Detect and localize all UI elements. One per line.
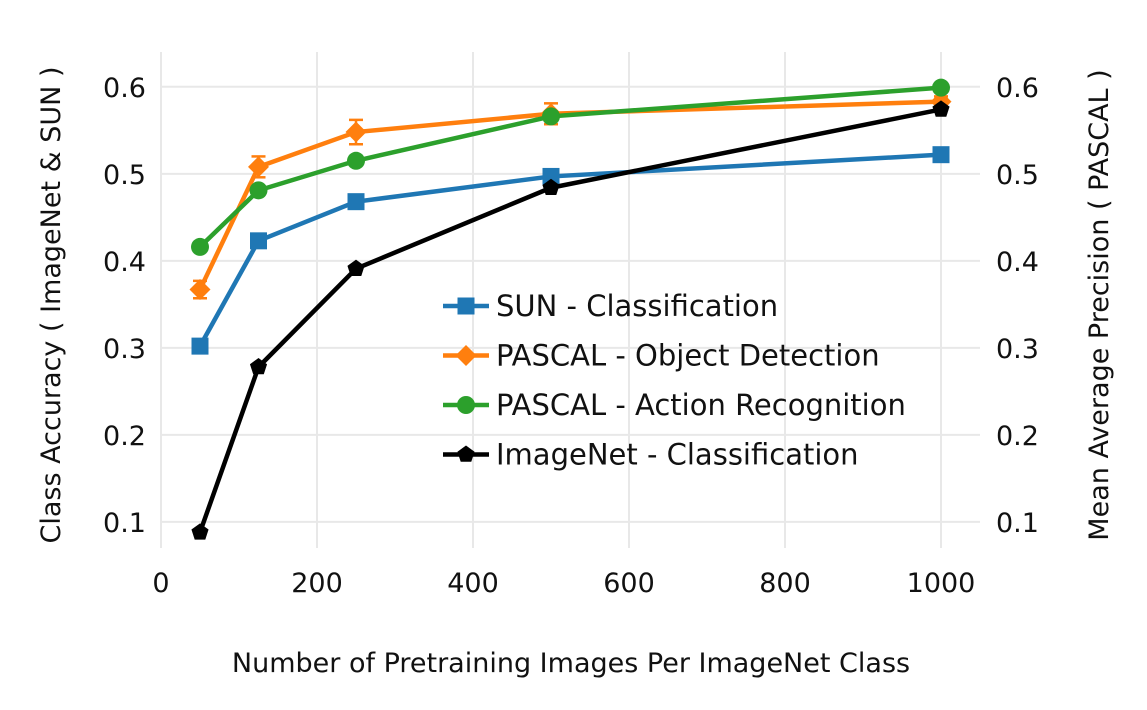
legend-label: PASCAL - Object Detection (496, 339, 880, 373)
data-point (347, 259, 365, 276)
legend-item: PASCAL - Action Recognition (443, 388, 906, 422)
legend-swatch-marker (457, 396, 475, 414)
data-point (191, 523, 209, 540)
y-left-tick-labels: 0.1 0.2 0.3 0.4 0.5 0.6 (103, 73, 146, 539)
y-right-tick-label: 0.1 (996, 508, 1039, 539)
series-layer (189, 78, 952, 540)
data-point (542, 167, 560, 185)
y-left-tick-label: 0.1 (103, 508, 146, 539)
data-point (189, 279, 211, 301)
data-point (249, 181, 268, 200)
series-pascal-action-recognition (191, 78, 950, 256)
legend-swatch-marker (457, 297, 475, 315)
x-tick-label: 0 (152, 568, 169, 599)
legend-swatch-marker (457, 445, 475, 462)
y-left-tick-label: 0.4 (103, 247, 146, 278)
x-tick-label: 600 (603, 568, 655, 599)
y-right-tick-label: 0.6 (996, 73, 1039, 104)
x-tick-label: 800 (759, 568, 811, 599)
data-point (347, 193, 365, 211)
series-imagenet-classification (191, 100, 950, 540)
y-right-axis-label: Mean Average Precision ( PASCAL ) (1084, 69, 1115, 540)
data-point (191, 337, 209, 355)
legend-item: ImageNet - Classification (443, 438, 859, 472)
x-tick-label: 200 (291, 568, 343, 599)
legend-item: SUN - Classification (443, 289, 778, 323)
data-point (932, 146, 950, 164)
y-left-tick-label: 0.6 (103, 73, 146, 104)
legend: SUN - Classification PASCAL - Object Dete… (443, 289, 906, 472)
series-pascal-object-detection (189, 91, 952, 301)
legend-label: ImageNet - Classification (496, 438, 859, 472)
legend-label: PASCAL - Action Recognition (496, 388, 906, 422)
data-point (250, 232, 267, 250)
data-point (347, 151, 365, 170)
y-left-axis-label: Class Accuracy ( ImageNet & SUN ) (36, 67, 67, 544)
y-right-tick-label: 0.2 (996, 421, 1039, 452)
y-left-tick-label: 0.5 (103, 160, 146, 191)
y-left-tick-label: 0.3 (103, 334, 146, 365)
data-point (248, 156, 269, 178)
data-point (191, 237, 209, 256)
y-right-tick-label: 0.3 (996, 334, 1039, 365)
data-point (542, 107, 560, 126)
y-right-tick-labels: 0.1 0.2 0.3 0.4 0.5 0.6 (996, 73, 1039, 539)
y-left-tick-label: 0.2 (103, 421, 146, 452)
data-point (932, 100, 950, 117)
y-right-tick-label: 0.4 (996, 247, 1039, 278)
x-tick-labels: 0 200 400 600 800 1000 (152, 568, 975, 599)
data-point (345, 121, 367, 143)
x-tick-label: 1000 (907, 568, 976, 599)
y-right-tick-label: 0.5 (996, 160, 1039, 191)
x-tick-label: 400 (447, 568, 499, 599)
data-point (249, 358, 268, 375)
legend-swatch-marker (455, 345, 477, 366)
legend-label: SUN - Classification (496, 289, 778, 323)
data-point (542, 178, 560, 196)
legend-item: PASCAL - Object Detection (443, 339, 880, 373)
data-point (932, 78, 950, 97)
series-sun-classification (191, 146, 950, 355)
x-axis-label: Number of Pretraining Images Per ImageNe… (232, 648, 910, 679)
